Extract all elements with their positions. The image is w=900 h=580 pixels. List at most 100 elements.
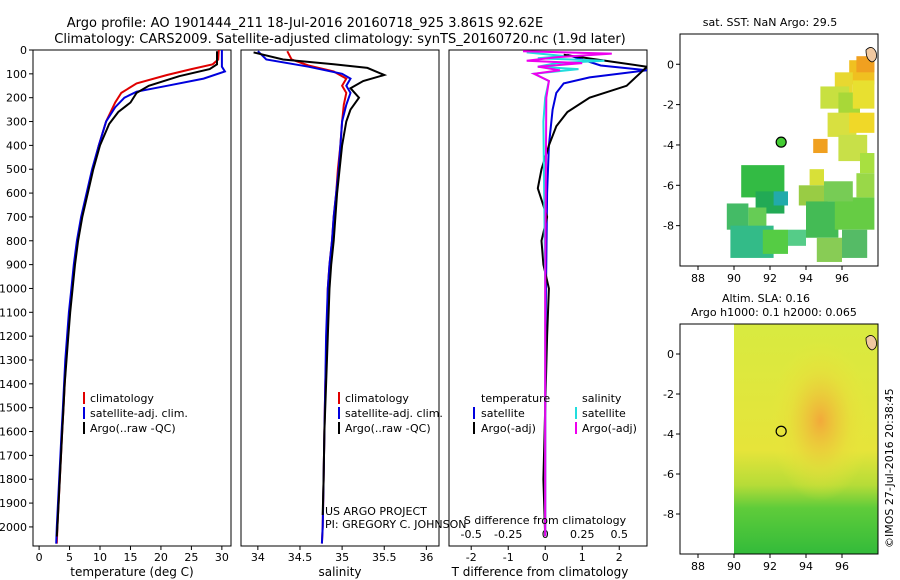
sst-cell (809, 169, 824, 186)
sst-cell (856, 173, 875, 198)
depth-tick-label: 2000 (0, 521, 27, 534)
map-x-tick-label: 94 (799, 272, 813, 285)
x-tick-label: 34.5 (288, 551, 313, 564)
sst-map-title: sat. SST: NaN Argo: 29.5 (703, 16, 837, 29)
temperature-plot-frame (32, 49, 232, 547)
top-x-tick-label: -0.5 (460, 528, 481, 541)
title-line-2: Climatology: CARS2009. Satellite-adjuste… (54, 32, 626, 47)
x-tick-label: 10 (93, 551, 107, 564)
x-tick-label: 0 (36, 551, 43, 564)
x-tick-label: 36 (419, 551, 433, 564)
x-tick-label: -2 (466, 551, 477, 564)
sst-cell (788, 229, 806, 246)
depth-tick-label: 600 (6, 187, 27, 200)
difference-xlabel: T difference from climatology (451, 565, 629, 579)
salinity-plot-frame (240, 49, 440, 547)
x-tick-label: 25 (184, 551, 198, 564)
profile-marker (775, 136, 787, 148)
land-patch (865, 47, 877, 63)
depth-axis: 0 100 200 300 400 500 600 700 800 900 1000 1100 1200… (0, 44, 33, 534)
sla-anomaly (734, 324, 878, 554)
legend-label-s-satellite: satellite (582, 407, 626, 420)
sst-cell (726, 203, 749, 230)
depth-tick-label: 400 (6, 139, 27, 152)
depth-tick-label: 1300 (0, 354, 27, 367)
depth-tick-label: 100 (6, 68, 27, 81)
map-x-tick-label: 88 (691, 560, 705, 573)
depth-tick-label: 1500 (0, 402, 27, 415)
sst-map: 88 90 92 94 96 0 -2 -4 -6 -8 (663, 34, 878, 285)
sst-cell (762, 229, 788, 254)
legend-title-temperature: temperature (481, 392, 550, 405)
x-tick-label: 15 (123, 551, 137, 564)
x-tick-label: 35 (335, 551, 349, 564)
difference-legend: temperature salinity satellite Argo(-adj… (473, 392, 637, 435)
sst-map-frame (679, 33, 879, 267)
sst-cell (824, 181, 853, 202)
x-tick-label: 30 (215, 551, 229, 564)
timestamp-label: ©IMOS 27-Jul-2016 20:38:45 (883, 388, 896, 548)
project-annotation: US ARGO PROJECT (325, 505, 427, 518)
x-tick-label: 1 (579, 551, 586, 564)
series-line (286, 50, 348, 544)
top-x-tick-label: -0.25 (494, 528, 522, 541)
profile-marker (775, 425, 787, 437)
depth-tick-label: 1200 (0, 330, 27, 343)
sla-map-frame (679, 323, 879, 555)
sst-cell (852, 80, 875, 109)
map-x-tick-label: 92 (763, 272, 777, 285)
sst-cell (773, 191, 788, 206)
map-x-tick-label: 96 (835, 560, 849, 573)
x-tick-label: 5 (66, 551, 73, 564)
temperature-legend: climatology satellite-adj. clim. Argo(..… (83, 392, 188, 435)
x-tick-label: 34 (251, 551, 265, 564)
legend-label-satellite: satellite-adj. clim. (90, 407, 188, 420)
series-line (522, 50, 612, 537)
sst-cell (849, 112, 875, 133)
legend-label-climatology: climatology (345, 392, 409, 405)
depth-tick-label: 1600 (0, 426, 27, 439)
series-line (55, 50, 227, 544)
sla-map-title-2: Argo h1000: 0.1 h2000: 0.065 (691, 306, 857, 319)
salinity-xlabel: salinity (318, 565, 361, 579)
legend-title-salinity: salinity (582, 392, 622, 405)
legend-label-t-argo: Argo(-adj) (481, 422, 536, 435)
depth-tick-label: 200 (6, 92, 27, 105)
map-x-tick-label: 94 (799, 560, 813, 573)
temperature-xlabel: temperature (deg C) (70, 565, 193, 579)
map-x-tick-label: 90 (727, 272, 741, 285)
series-line (536, 53, 647, 537)
map-x-tick-label: 90 (727, 560, 741, 573)
top-x-tick-label: 0.5 (610, 528, 628, 541)
depth-tick-label: 1700 (0, 449, 27, 462)
depth-tick-label: 1000 (0, 282, 27, 295)
title-line-1: Argo profile: AO 1901444_211 18-Jul-2016… (67, 16, 544, 31)
difference-plot: -2 -1 0 1 2-0.5 -0.25 0 0.25 0.5 (460, 50, 647, 564)
depth-tick-label: 500 (6, 163, 27, 176)
map-y-tick-label: 0 (667, 58, 674, 71)
depth-tick-label: 1900 (0, 497, 27, 510)
depth-tick-label: 1800 (0, 473, 27, 486)
sst-cell (816, 237, 842, 262)
map-x-tick-label: 96 (835, 272, 849, 285)
sst-cell (748, 207, 767, 230)
sst-cell (798, 185, 828, 206)
series-line (55, 51, 218, 537)
map-y-tick-label: -4 (663, 139, 674, 152)
x-tick-label: 20 (154, 551, 168, 564)
salinity-legend: climatology satellite-adj. clim. Argo(..… (338, 392, 443, 435)
temperature-plot: 0 5 10 15 20 25 30 (36, 50, 229, 564)
legend-label-argo: Argo(..raw -QC) (345, 422, 431, 435)
x-tick-label: 2 (616, 551, 623, 564)
map-y-tick-label: 0 (667, 348, 674, 361)
depth-tick-label: 800 (6, 235, 27, 248)
map-y-tick-label: -8 (663, 220, 674, 233)
x-tick-label: -1 (503, 551, 514, 564)
x-tick-label: 0 (542, 551, 549, 564)
series-line (253, 51, 388, 516)
map-y-tick-label: -4 (663, 428, 674, 441)
series-line (544, 53, 647, 537)
pi-annotation: PI: GREGORY C. JOHNSON (325, 518, 466, 531)
depth-tick-label: 700 (6, 211, 27, 224)
legend-label-climatology: climatology (90, 392, 154, 405)
